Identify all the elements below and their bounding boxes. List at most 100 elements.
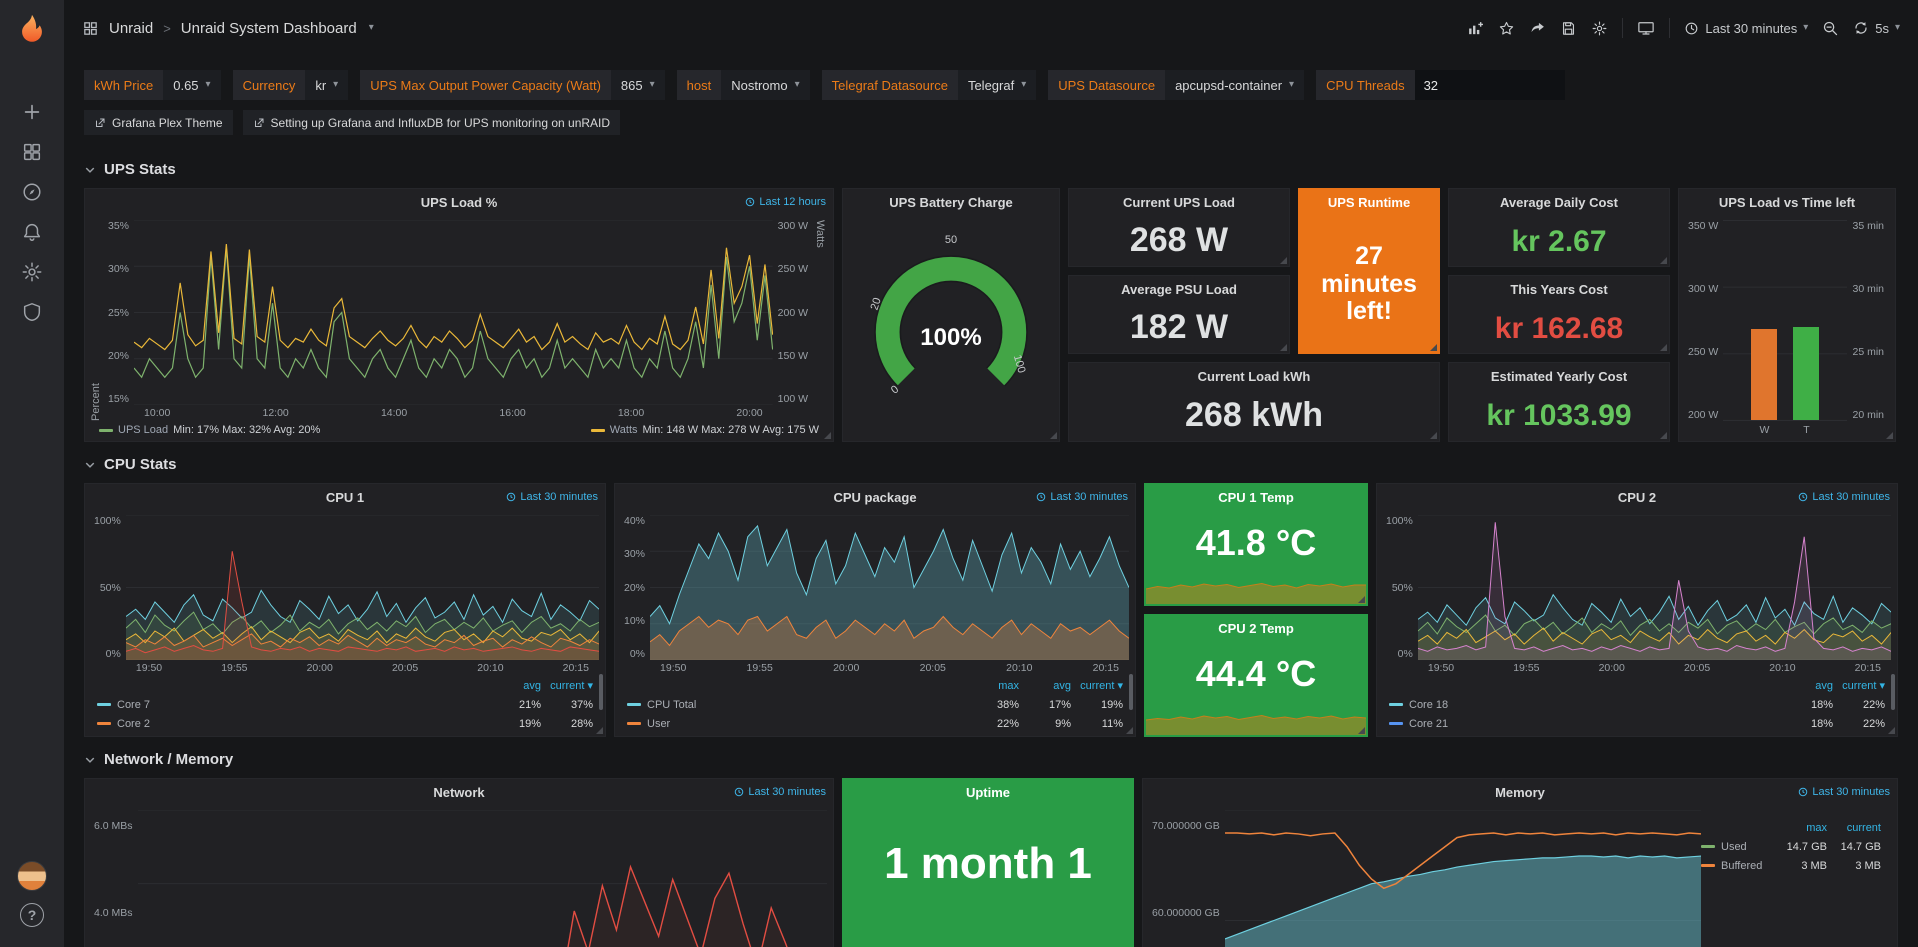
apps-grid-icon[interactable] — [82, 20, 99, 37]
legend-scrollbar[interactable] — [599, 674, 603, 710]
chevron-down-icon: ▾ — [333, 79, 339, 90]
chevron-down-icon — [85, 757, 95, 763]
section-cpu-stats[interactable]: CPU Stats — [84, 456, 1898, 473]
variable-value-dropdown[interactable]: 0.65 ▾ — [163, 70, 221, 100]
legend-column-header[interactable]: max — [1806, 821, 1827, 834]
legend-row[interactable]: Core 2 19% 28% — [97, 714, 593, 733]
legend-row[interactable]: Buffered 3 MB 3 MB — [1701, 856, 1881, 875]
panel-title[interactable]: CPU package — [833, 490, 917, 505]
shield-icon[interactable] — [12, 292, 52, 332]
y-axis-left: 35% 30% 25% 20% 15% — [103, 220, 134, 421]
legend-column-header[interactable]: avg — [1815, 679, 1833, 692]
refresh-button[interactable]: 5s ▾ — [1853, 20, 1900, 36]
graph-plot[interactable] — [650, 515, 1129, 660]
legend-scrollbar[interactable] — [1891, 674, 1895, 710]
explore-icon[interactable] — [12, 172, 52, 212]
cycle-view-button[interactable] — [1637, 19, 1655, 37]
variable-value-dropdown[interactable]: kr ▾ — [305, 70, 349, 100]
legend-column-header[interactable]: max — [998, 679, 1019, 692]
panel-title[interactable]: CPU 2 Temp — [1218, 621, 1294, 636]
graph-plot[interactable] — [134, 220, 773, 405]
zoom-out-button[interactable] — [1822, 20, 1839, 37]
legend-entry[interactable]: Watts Min: 148 W Max: 278 W Avg: 175 W — [590, 424, 819, 436]
graph-plot[interactable] — [138, 810, 827, 947]
dashboard-title[interactable]: Unraid System Dashboard — [180, 19, 357, 37]
axis-tick: 19:50 — [660, 662, 687, 674]
legend-row[interactable]: User 22% 9% 11% — [627, 714, 1123, 733]
panel-title[interactable]: CPU 2 — [1617, 490, 1657, 505]
panel-title[interactable]: UPS Runtime — [1327, 195, 1411, 210]
legend-scrollbar[interactable] — [1129, 674, 1133, 710]
panel-title[interactable]: Memory — [1495, 785, 1545, 800]
save-button[interactable] — [1560, 20, 1577, 37]
link-ups-monitoring-guide[interactable]: Setting up Grafana and InfluxDB for UPS … — [242, 110, 621, 135]
alerting-icon[interactable] — [12, 212, 52, 252]
axis-tick: 19:50 — [135, 662, 163, 674]
configuration-icon[interactable] — [12, 252, 52, 292]
legend-column-header[interactable]: avg — [1053, 679, 1071, 692]
panel-title[interactable]: UPS Load % — [420, 195, 498, 210]
time-range-label: Last 30 minutes — [1705, 20, 1798, 36]
breadcrumb-app[interactable]: Unraid — [109, 19, 154, 37]
panel-title[interactable]: Network — [433, 785, 485, 800]
star-button[interactable] — [1498, 20, 1515, 37]
template-variables: kWh Price 0.65 ▾ Currency kr ▾ UPS Max Out… — [84, 70, 1898, 100]
panel-title[interactable]: Average Daily Cost — [1499, 195, 1618, 210]
axis-tick: 200 W — [777, 306, 808, 319]
variable-value-dropdown[interactable]: Telegraf ▾ — [957, 70, 1037, 100]
legend-row[interactable]: Used 14.7 GB 14.7 GB — [1701, 837, 1881, 856]
section-network-memory[interactable]: Network / Memory — [84, 751, 1898, 768]
legend-column-header[interactable]: avg — [523, 679, 541, 692]
legend-row[interactable]: Core 18 18% 22% — [1389, 695, 1885, 714]
legend-row[interactable]: CPU Total 38% 17% 19% — [627, 695, 1123, 714]
chevron-down-icon: ▾ — [1894, 22, 1900, 33]
cpu-threads-input[interactable] — [1414, 70, 1565, 100]
time-override: Last 30 minutes — [734, 786, 826, 798]
panel-title[interactable]: CPU 1 Temp — [1218, 490, 1294, 505]
axis-tick: 300 W — [777, 220, 808, 232]
time-range-picker[interactable]: Last 30 minutes ▾ — [1684, 21, 1808, 36]
section-ups-stats[interactable]: UPS Stats — [84, 161, 1898, 178]
panel-title[interactable]: Estimated Yearly Cost — [1490, 369, 1628, 384]
axis-tick: 20:00 — [306, 662, 333, 674]
clock-icon — [1799, 492, 1808, 502]
bar-plot[interactable] — [1723, 220, 1848, 421]
variable-value-dropdown[interactable]: Nostromo ▾ — [721, 70, 810, 100]
title-caret-icon[interactable]: ▾ — [368, 22, 374, 33]
legend-column-header[interactable]: current ▾ — [550, 680, 593, 692]
legend-column-header[interactable]: current ▾ — [1080, 680, 1123, 692]
y-axis-title-left: Percent — [90, 383, 102, 421]
panel-title[interactable]: UPS Battery Charge — [889, 195, 1013, 210]
panel-title[interactable]: Average PSU Load — [1121, 282, 1237, 297]
graph-plot[interactable] — [125, 515, 599, 660]
axis-tick: 15% — [108, 393, 130, 405]
dashboards-icon[interactable] — [12, 132, 52, 172]
settings-button[interactable] — [1591, 20, 1608, 37]
variable-value-dropdown[interactable]: apcupsd-container ▾ — [1165, 70, 1305, 100]
panel-title[interactable]: This Years Cost — [1510, 282, 1608, 297]
variable-ups-max-output: UPS Max Output Power Capacity (Watt) 865… — [360, 70, 665, 100]
graph-plot[interactable] — [1224, 810, 1701, 947]
panel-title[interactable]: CPU 1 — [325, 490, 365, 505]
legend-row[interactable]: Core 21 18% 22% — [1389, 714, 1885, 733]
panel-title[interactable]: Uptime — [965, 785, 1011, 800]
graph-plot[interactable] — [1417, 515, 1891, 660]
axis-tick: 20% — [108, 349, 130, 362]
grafana-logo-icon[interactable] — [15, 12, 49, 46]
panel-title[interactable]: Current UPS Load — [1123, 195, 1235, 210]
panel-title[interactable]: Current Load kWh — [1197, 369, 1311, 384]
legend-entry[interactable]: UPS Load Min: 17% Max: 32% Avg: 20% — [99, 424, 320, 436]
add-panel-button[interactable] — [1467, 20, 1484, 37]
legend-column-header[interactable]: current ▾ — [1842, 680, 1885, 692]
panel-title[interactable]: UPS Load vs Time left — [1718, 195, 1856, 210]
legend-column-header[interactable]: current — [1846, 821, 1881, 834]
create-icon[interactable] — [12, 92, 52, 132]
share-button[interactable] — [1529, 20, 1546, 37]
avatar[interactable] — [17, 861, 47, 891]
variable-value-dropdown[interactable]: 865 ▾ — [610, 70, 665, 100]
chevron-down-icon: ▾ — [649, 79, 655, 90]
legend-row[interactable]: Core 7 21% 37% — [97, 695, 593, 714]
help-icon[interactable]: ? — [20, 903, 44, 927]
link-grafana-plex-theme[interactable]: Grafana Plex Theme — [84, 110, 233, 135]
